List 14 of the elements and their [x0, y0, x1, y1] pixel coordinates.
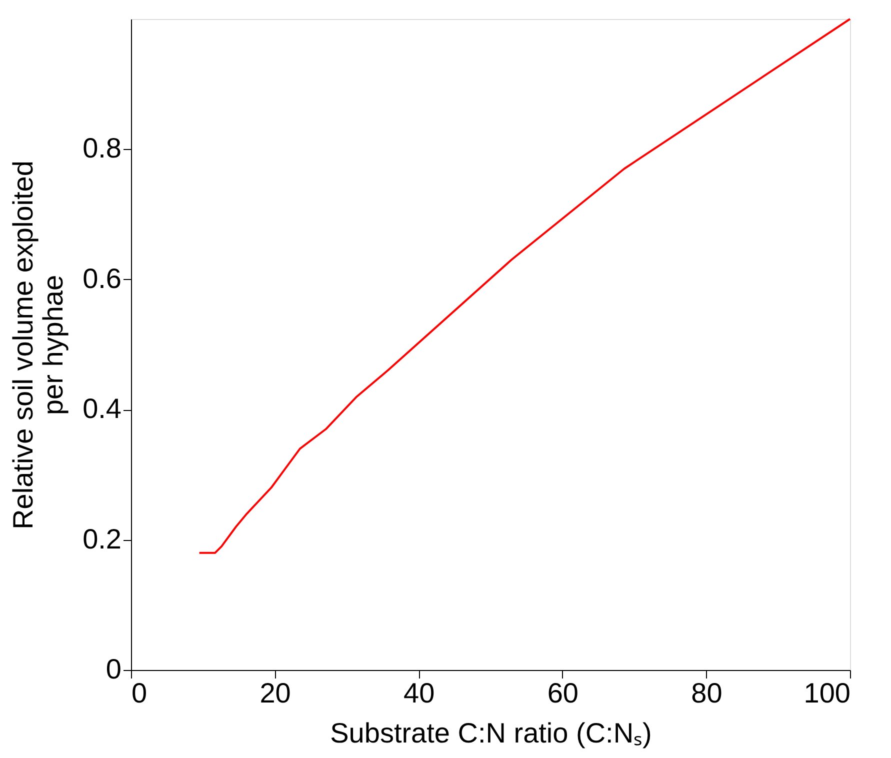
x-tick-label: 0: [132, 678, 148, 708]
x-tick-label: 20: [260, 678, 291, 708]
x-axis-title: Substrate C:N ratio (C:Nₛ): [330, 718, 652, 748]
line-series: [198, 18, 851, 554]
x-tick-label: 80: [691, 678, 722, 708]
x-tick-label: 60: [547, 678, 578, 708]
y-tick-label: 0.8: [82, 132, 122, 164]
y-tick-label: 0.4: [82, 393, 122, 424]
x-tick-label: 40: [404, 678, 435, 708]
x-tick-label: 100: [804, 678, 850, 708]
y-tick-label: 0.2: [82, 523, 122, 554]
y-axis-title: Relative soil volume exploited per hyphae: [8, 160, 69, 530]
y-tick-label: 0.6: [82, 262, 122, 294]
y-tick-label: 0: [106, 654, 122, 684]
